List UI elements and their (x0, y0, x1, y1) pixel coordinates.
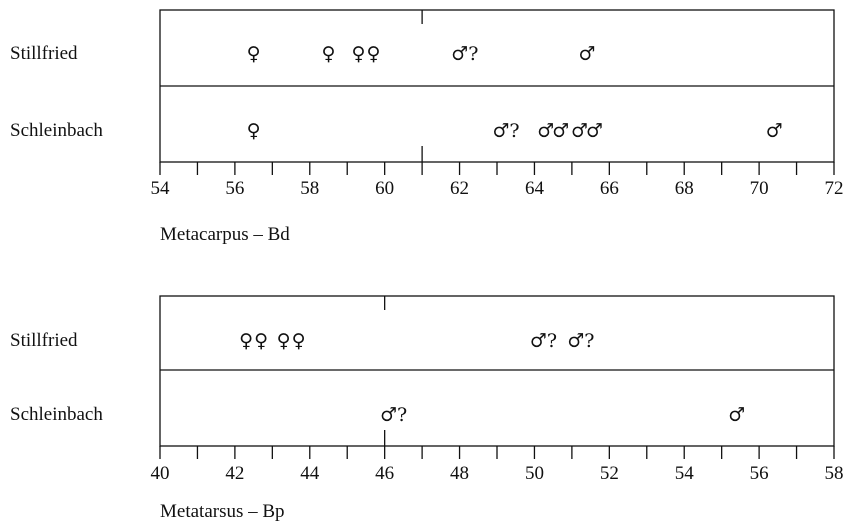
x-tick-label: 58 (300, 178, 319, 199)
x-tick-label: 64 (525, 178, 545, 199)
x-tick-label: 56 (750, 463, 769, 484)
data-point: ♂? (530, 330, 557, 352)
data-point: ♀ (277, 330, 291, 352)
data-point: ♂? (492, 120, 519, 142)
data-point: ♂? (380, 404, 407, 426)
row-label-stillfried: Stillfried (10, 330, 78, 351)
x-tick-label: 56 (225, 178, 244, 199)
x-tick-label: 66 (600, 178, 619, 199)
data-point: ♀ (322, 43, 336, 65)
x-axis-label: Metatarsus – Bp (160, 501, 285, 522)
data-point: ♀ (254, 330, 268, 352)
x-tick-label: 52 (600, 463, 619, 484)
data-point: ♀ (292, 330, 306, 352)
x-tick-label: 54 (151, 178, 171, 199)
x-tick-label: 70 (750, 178, 769, 199)
data-point: ♂ (578, 43, 595, 65)
x-tick-label: 44 (300, 463, 320, 484)
x-tick-label: 42 (225, 463, 244, 484)
x-tick-label: 46 (375, 463, 394, 484)
x-tick-label: 72 (825, 178, 844, 199)
panel-1: 54 56 58 60 62 64 66 68 70 72 Metacarpus – Bd Still… (10, 10, 844, 245)
x-tick-label: 40 (151, 463, 170, 484)
x-tick-label: 58 (825, 463, 844, 484)
x-axis-label: Metacarpus – Bd (160, 224, 290, 245)
data-point: ♂ (728, 404, 745, 426)
row-label-schleinbach: Schleinbach (10, 120, 103, 141)
panel-2: 40 42 44 46 48 50 52 54 56 58 Metatarsus – Bp Still… (10, 296, 844, 522)
data-point: ♂ (552, 120, 569, 142)
x-tick-label: 62 (450, 178, 469, 199)
data-point: ♀ (239, 330, 253, 352)
data-point: ♂? (567, 330, 594, 352)
x-tick-label: 60 (375, 178, 394, 199)
data-point: ♀ (352, 43, 366, 65)
data-point: ♂ (766, 120, 783, 142)
row-label-schleinbach: Schleinbach (10, 404, 103, 425)
x-tick-label: 50 (525, 463, 544, 484)
data-point: ♀ (366, 43, 380, 65)
row-label-stillfried: Stillfried (10, 43, 78, 64)
data-point: ♂ (586, 120, 603, 142)
data-point: ♀ (247, 120, 261, 142)
data-point: ♂? (451, 43, 478, 65)
x-tick-label: 48 (450, 463, 469, 484)
x-tick-label: 68 (675, 178, 694, 199)
data-point: ♀ (247, 43, 261, 65)
x-tick-label: 54 (675, 463, 695, 484)
